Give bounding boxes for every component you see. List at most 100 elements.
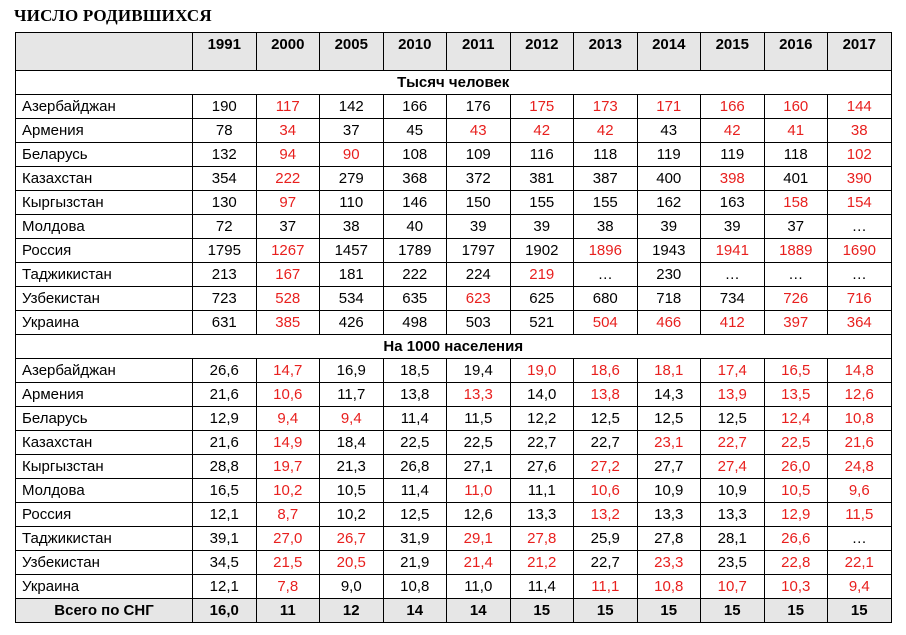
value-cell: 364 [827,310,892,335]
table-row: Казахстан 354 222 279 368 372 381 387 400 398 401 3… [15,166,892,191]
section-header-row: На 1000 населения [15,334,892,359]
country-name: Кыргызстан [15,190,193,215]
table-row: Таджикистан 39,1 27,0 26,7 31,9 29,1 27,8 25,9 2… [15,526,892,551]
value-cell: 10,3 [763,574,828,599]
value-cell: 27,6 [509,454,574,479]
value-cell: 160 [763,94,828,119]
value-cell: 13,3 [509,502,574,527]
value-cell: 144 [827,94,892,119]
value-cell: 40 [382,214,447,239]
country-name: Таджикистан [15,526,193,551]
value-cell: 167 [255,262,320,287]
value-cell: 19,7 [255,454,320,479]
value-cell: 12,5 [636,406,701,431]
value-cell: 116 [509,142,574,167]
value-cell: 21,3 [319,454,384,479]
value-cell: 19,4 [446,358,511,383]
value-cell: 163 [700,190,765,215]
value-cell: 10,7 [700,574,765,599]
value-cell: 10,5 [763,478,828,503]
value-cell: 23,1 [636,430,701,455]
value-cell: 22,1 [827,550,892,575]
value-cell: 38 [827,118,892,143]
value-cell: 39,1 [192,526,257,551]
value-cell: 38 [319,214,384,239]
table-row: Узбекистан 723 528 534 635 623 625 680 718 734 726… [15,286,892,311]
value-cell: 723 [192,286,257,311]
value-cell: 219 [509,262,574,287]
value-cell: … [700,262,765,287]
value-cell: 1457 [319,238,384,263]
value-cell: 166 [382,94,447,119]
country-name: Россия [15,238,193,263]
total-row: Всего по СНГ 16,0 11 12 14 14 15 15 15 15 15 15 [15,598,892,623]
value-cell: 11,0 [446,574,511,599]
value-cell: 631 [192,310,257,335]
value-cell: 368 [382,166,447,191]
table-row: Украина 631 385 426 498 503 521 504 466 412 397 364 [15,310,892,335]
value-cell: 1902 [509,238,574,263]
value-cell: 21,6 [192,430,257,455]
value-cell: 14,9 [255,430,320,455]
value-cell: 13,8 [382,382,447,407]
value-cell: 142 [319,94,384,119]
value-cell: 22,7 [573,430,638,455]
value-cell: 680 [573,286,638,311]
value-cell: 108 [382,142,447,167]
country-name: Кыргызстан [15,454,193,479]
value-cell: 27,0 [255,526,320,551]
table-row: Беларусь 12,9 9,4 9,4 11,4 11,5 12,2 12,5 12,5 12… [15,406,892,431]
value-cell: 26,0 [763,454,828,479]
table-row: Азербайджан 190 117 142 166 176 175 173 171 166 16… [15,94,892,119]
value-cell: 13,3 [700,502,765,527]
value-cell: 400 [636,166,701,191]
value-cell: 175 [509,94,574,119]
total-value-cell: 15 [827,598,892,623]
value-cell: 27,8 [636,526,701,551]
value-cell: 18,4 [319,430,384,455]
value-cell: 34,5 [192,550,257,575]
value-cell: 39 [700,214,765,239]
table-row: Беларусь 132 94 90 108 109 116 118 119 119 118 102 [15,142,892,167]
value-cell: 27,4 [700,454,765,479]
value-cell: 16,5 [763,358,828,383]
value-cell: 146 [382,190,447,215]
year-header: 2000 [255,32,320,71]
year-header: 2016 [763,32,828,71]
value-cell: 726 [763,286,828,311]
value-cell: 171 [636,94,701,119]
value-cell: 119 [636,142,701,167]
country-name: Казахстан [15,430,193,455]
value-cell: 1690 [827,238,892,263]
value-cell: 466 [636,310,701,335]
table-row: Узбекистан 34,5 21,5 20,5 21,9 21,4 21,2 22,7 23… [15,550,892,575]
value-cell: 11,5 [446,406,511,431]
value-cell: 41 [763,118,828,143]
value-cell: 504 [573,310,638,335]
value-cell: 13,3 [636,502,701,527]
total-value-cell: 16,0 [192,598,257,623]
value-cell: 154 [827,190,892,215]
value-cell: 117 [255,94,320,119]
value-cell: 11,1 [573,574,638,599]
year-header: 2014 [636,32,701,71]
table-row: Армения 21,6 10,6 11,7 13,8 13,3 14,0 13,8 14,3 1… [15,382,892,407]
value-cell: 27,1 [446,454,511,479]
value-cell: 158 [763,190,828,215]
value-cell: 222 [255,166,320,191]
value-cell: 155 [509,190,574,215]
value-cell: 37 [319,118,384,143]
value-cell: 45 [382,118,447,143]
value-cell: 42 [509,118,574,143]
total-value-cell: 14 [382,598,447,623]
value-cell: 21,6 [827,430,892,455]
value-cell: 12,9 [763,502,828,527]
year-header: 1991 [192,32,257,71]
value-cell: 130 [192,190,257,215]
value-cell: 397 [763,310,828,335]
value-cell: 11,4 [509,574,574,599]
births-table: 1991 2000 2005 2010 2011 2012 2013 2014 … [15,32,892,623]
country-name: Беларусь [15,142,193,167]
value-cell: 230 [636,262,701,287]
value-cell: 11,5 [827,502,892,527]
